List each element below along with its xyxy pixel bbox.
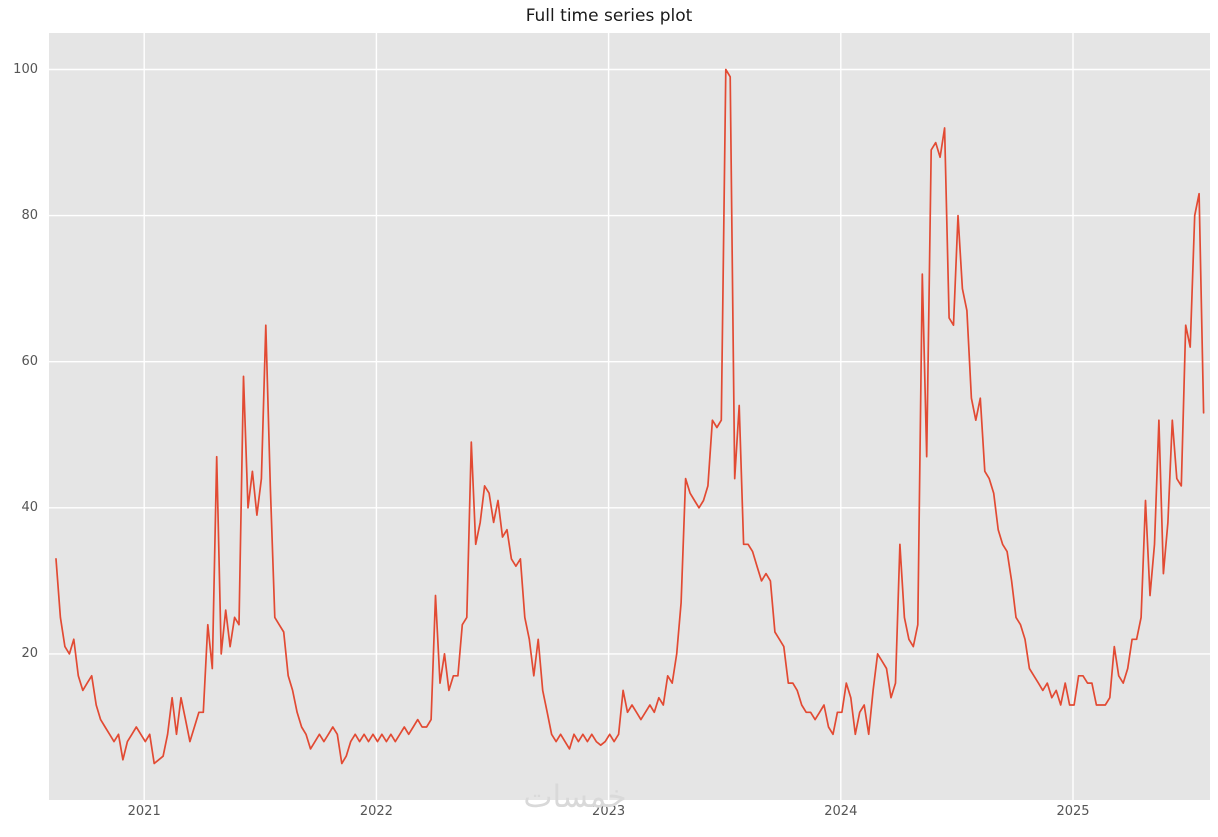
y-tick-label: 40 xyxy=(21,499,38,515)
y-tick-label: 80 xyxy=(21,207,38,223)
x-tick-label: 2025 xyxy=(1056,804,1090,819)
x-tick-label: 2022 xyxy=(359,804,393,819)
watermark: خمسات xyxy=(523,779,627,815)
x-tick-label: 2021 xyxy=(127,804,161,819)
y-tick-label: 60 xyxy=(21,353,38,369)
y-tick-label: 20 xyxy=(21,645,38,661)
timeseries-line-chart xyxy=(49,33,1210,800)
x-tick-label: 2023 xyxy=(592,804,626,819)
x-tick-label: 2024 xyxy=(824,804,858,819)
chart-title: Full time series plot xyxy=(525,6,693,26)
y-tick-label: 100 xyxy=(13,61,38,77)
